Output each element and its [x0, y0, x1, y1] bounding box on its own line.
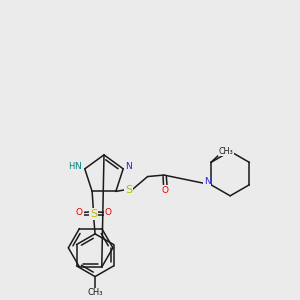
Text: O: O	[76, 208, 83, 217]
Text: N: N	[204, 177, 211, 186]
Text: S: S	[125, 185, 132, 195]
Text: O: O	[162, 186, 169, 195]
Text: CH₃: CH₃	[219, 147, 234, 156]
Text: S: S	[90, 209, 97, 219]
Text: CH₃: CH₃	[87, 288, 103, 297]
Text: H: H	[68, 162, 75, 171]
Text: N: N	[125, 162, 132, 171]
Text: O: O	[105, 208, 112, 217]
Text: N: N	[74, 162, 81, 171]
